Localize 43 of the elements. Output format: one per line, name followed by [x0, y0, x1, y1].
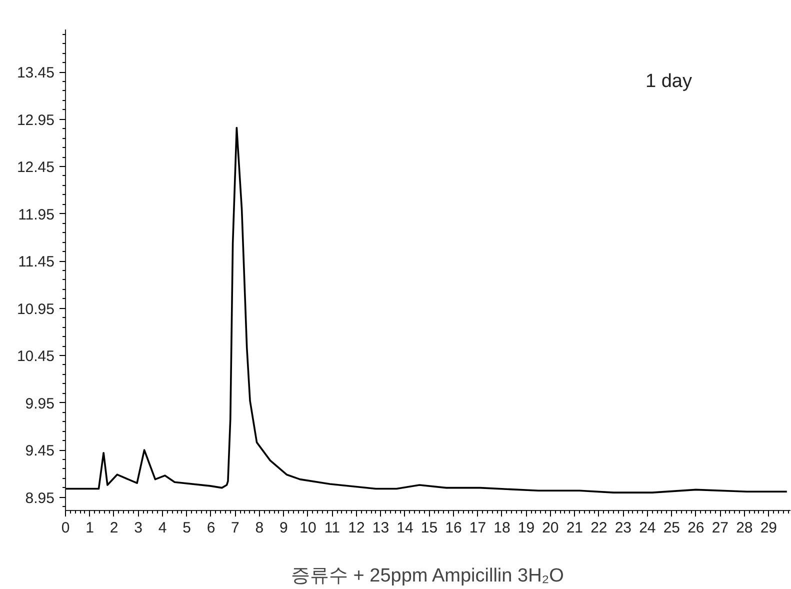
x-tick-label: 25 [663, 520, 680, 536]
y-tick-label: 11.45 [18, 254, 55, 271]
x-tick-label: 17 [469, 520, 486, 536]
y-tick-label: 13.45 [16, 64, 55, 82]
x-tick-label: 23 [614, 520, 632, 536]
annotation: 1 day [646, 71, 692, 92]
x-tick-label: 6 [206, 520, 216, 536]
y-tick-label: 12.45 [16, 159, 55, 176]
y-tick-label: 10.95 [16, 300, 55, 318]
x-axis-title: 증류수 + 25ppm Ampicillin 3H₂O [291, 566, 564, 586]
x-tick-label: 21 [566, 520, 584, 536]
x-tick-label: 22 [590, 520, 608, 536]
x-tick-label: 13 [372, 520, 390, 536]
x-tick-label: 3 [134, 520, 142, 536]
x-tick-label: 24 [639, 520, 656, 536]
x-tick-label: 14 [396, 520, 414, 536]
x-tick-label: 20 [542, 520, 559, 536]
x-tick-label: 19 [518, 520, 535, 536]
x-tick-label: 12 [348, 520, 365, 536]
x-tick-label: 10 [300, 520, 316, 536]
x-tick-label: 9 [280, 520, 288, 536]
y-tick-label: 9.95 [25, 395, 55, 412]
x-tick-label: 28 [736, 520, 753, 536]
x-tick-label: 26 [688, 520, 704, 536]
x-tick-label: 16 [445, 520, 462, 536]
line-series [66, 126, 788, 494]
x-tick-label: 2 [110, 520, 118, 536]
x-tick-label: 7 [231, 520, 240, 536]
x-tick-label: 27 [712, 520, 729, 536]
y-tick-label: 11.95 [18, 206, 55, 224]
y-tick-label: 9.45 [25, 442, 55, 460]
x-tick-label: 11 [324, 520, 340, 536]
x-tick-label: 0 [61, 520, 70, 536]
x-tick-label: 15 [420, 520, 438, 536]
x-tick-label: 5 [182, 520, 191, 536]
y-tick-label: 8.95 [25, 490, 55, 507]
x-tick-label: 29 [760, 520, 778, 536]
y-tick-label: 10.45 [16, 348, 55, 366]
y-tick-label: 12.95 [16, 112, 55, 129]
x-tick-label: 8 [255, 520, 264, 536]
x-tick-label: 4 [158, 520, 167, 536]
x-tick-label: 18 [494, 520, 510, 536]
x-tick-label: 1 [86, 520, 94, 536]
